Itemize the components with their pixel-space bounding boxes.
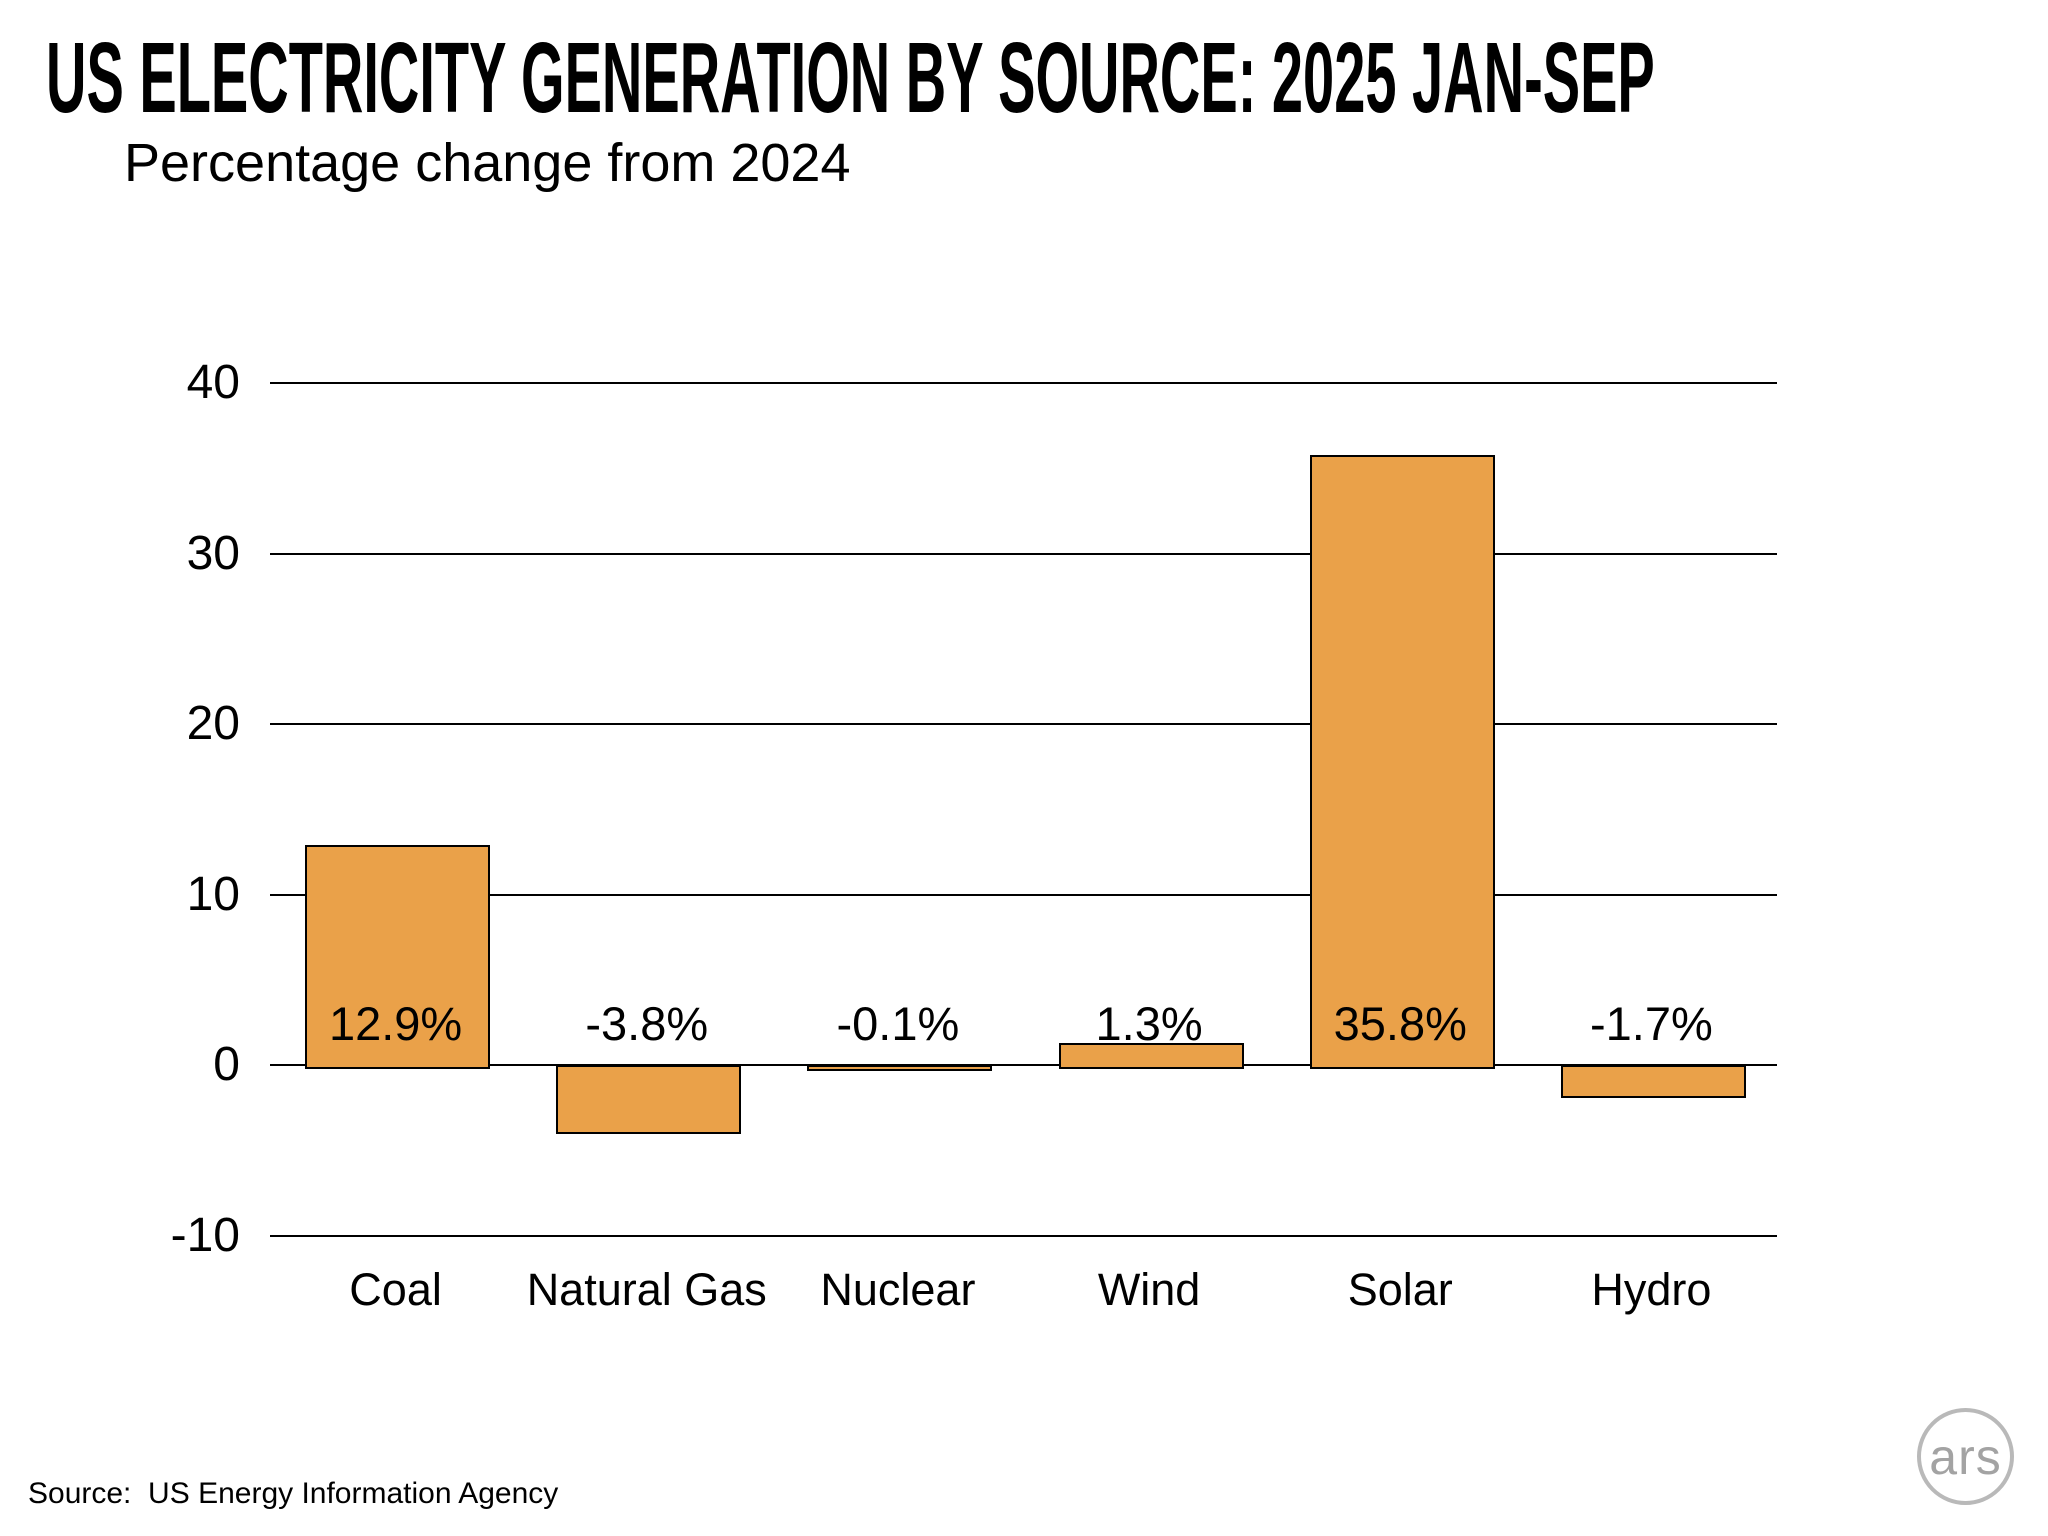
bar-solar — [1309, 454, 1495, 1069]
value-label-nuclear: -0.1% — [836, 997, 960, 1050]
y-axis-tick-label-40: 40 — [186, 356, 240, 409]
y-gridline--10 — [270, 1234, 1777, 1237]
value-label-solar: 35.8% — [1333, 997, 1467, 1050]
y-axis-tick-label-10: 10 — [186, 867, 240, 921]
value-label-coal: 12.9% — [328, 997, 463, 1050]
bar-hydro — [1560, 1065, 1746, 1098]
page-title: US ELECTRICITY GENERATION BY SOURCE: 202… — [46, 22, 1655, 134]
category-label-hydro: Hydro — [1591, 1264, 1712, 1315]
bar-wind — [1058, 1042, 1244, 1069]
page-subtitle: Percentage change from 2024 — [124, 133, 851, 193]
y-gridline-10 — [270, 893, 1777, 896]
source-note: Source: US Energy Information Agency — [28, 1477, 559, 1510]
y-gridline-30 — [270, 552, 1777, 555]
category-label-wind: Wind — [1097, 1264, 1201, 1315]
y-gridline-20 — [270, 723, 1777, 725]
bar-nuclear — [807, 1065, 993, 1071]
ars-logo-text: ars — [1929, 1428, 2002, 1485]
value-label-hydro: -1.7% — [1590, 997, 1713, 1050]
bar-natural-gas — [556, 1065, 742, 1134]
value-label-wind: 1.3% — [1095, 997, 1203, 1050]
category-label-solar: Solar — [1347, 1264, 1453, 1315]
y-gridline-40 — [270, 382, 1777, 384]
category-label-coal: Coal — [349, 1264, 442, 1315]
y-gridline-0 — [270, 1064, 1777, 1066]
y-axis-tick-label-0: 0 — [213, 1038, 240, 1091]
category-label-natural-gas: Natural Gas — [526, 1264, 767, 1315]
y-axis-tick-label-30: 30 — [186, 526, 240, 580]
bar-coal — [305, 845, 491, 1069]
y-axis-tick-label--10: -10 — [170, 1208, 240, 1262]
value-label-natural-gas: -3.8% — [585, 997, 709, 1050]
ars-logo: ars — [1917, 1408, 2014, 1505]
y-axis-tick-label-20: 20 — [186, 697, 240, 750]
category-label-nuclear: Nuclear — [820, 1264, 976, 1315]
